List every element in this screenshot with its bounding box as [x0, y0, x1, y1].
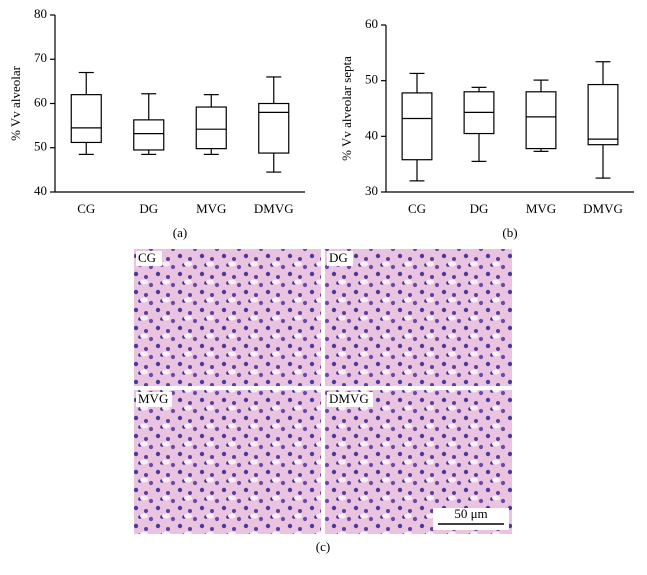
y-tick-label: 50: [34, 139, 47, 154]
box: [133, 119, 165, 151]
x-tick-label: DG: [139, 201, 158, 216]
micrograph-label: MVG: [138, 391, 168, 406]
micrograph-label: CG: [138, 250, 156, 265]
y-tick-label: 60: [34, 94, 47, 109]
y-tick-label: 60: [365, 16, 378, 31]
x-tick-label: DMVG: [254, 201, 294, 216]
box: [258, 102, 290, 154]
x-tick-label: CG: [77, 201, 95, 216]
x-tick-label: DMVG: [583, 201, 623, 216]
scale-bar-label: 50 μm: [454, 506, 487, 521]
y-tick-label: 30: [365, 183, 378, 198]
x-tick-label: CG: [408, 201, 426, 216]
micrograph: [325, 249, 512, 386]
y-tick-label: 50: [365, 72, 378, 87]
caption: (b): [502, 225, 517, 240]
label-bg: [327, 392, 373, 407]
micrograph-label: DG: [329, 250, 348, 265]
y-axis-label: % Vv alveolar septa: [339, 56, 354, 161]
box: [70, 94, 102, 144]
micrograph-label: DMVG: [329, 391, 369, 406]
label-bg: [327, 251, 353, 266]
box: [587, 83, 619, 146]
y-axis-label: % Vv alveolar: [8, 65, 23, 141]
y-tick-label: 80: [34, 6, 47, 21]
y-tick-label: 70: [34, 50, 47, 65]
box: [195, 106, 227, 150]
label-bg: [136, 251, 162, 266]
caption: (a): [173, 225, 187, 240]
box: [401, 92, 433, 161]
x-tick-label: DG: [470, 201, 489, 216]
y-tick-label: 40: [34, 183, 47, 198]
micrograph: [134, 249, 321, 386]
x-tick-label: MVG: [196, 201, 226, 216]
micrograph: [134, 390, 321, 534]
y-tick-label: 40: [365, 127, 378, 142]
box: [525, 91, 557, 150]
label-bg: [136, 392, 172, 407]
caption: (c): [316, 539, 330, 554]
x-tick-label: MVG: [526, 201, 556, 216]
